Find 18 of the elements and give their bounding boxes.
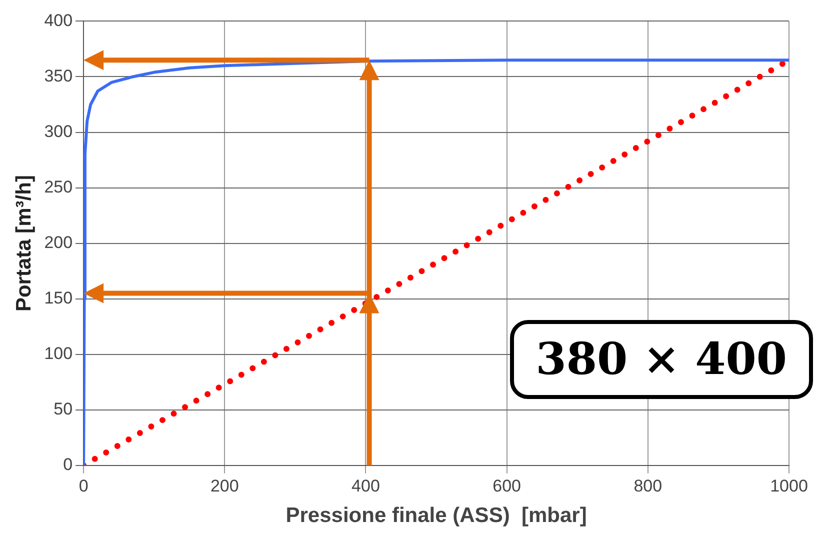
x-tick-label: 200 [210,476,239,496]
y-tick-label: 150 [44,288,73,308]
y-tick-label: 50 [54,400,73,419]
y-axis-title: Portata [m³/h] [12,175,36,312]
annotation: 380 × 400 [510,320,813,399]
y-tick-label: 0 [63,455,73,474]
x-tick-label: 0 [78,476,88,496]
y-tick-label: 300 [44,122,73,141]
x-axis-title: Pressione finale (ASS) [mbar] [286,504,587,528]
x-tick-label: 800 [634,476,662,496]
x-tick-label: 400 [352,476,380,496]
y-tick-label: 250 [44,177,73,196]
y-tick-label: 100 [44,344,73,364]
y-tick-label: 400 [44,10,73,30]
y-tick-label: 350 [44,66,73,86]
x-tick-label: 1000 [770,476,808,496]
x-tick-label: 600 [492,476,522,496]
y-tick-label: 200 [44,232,73,252]
